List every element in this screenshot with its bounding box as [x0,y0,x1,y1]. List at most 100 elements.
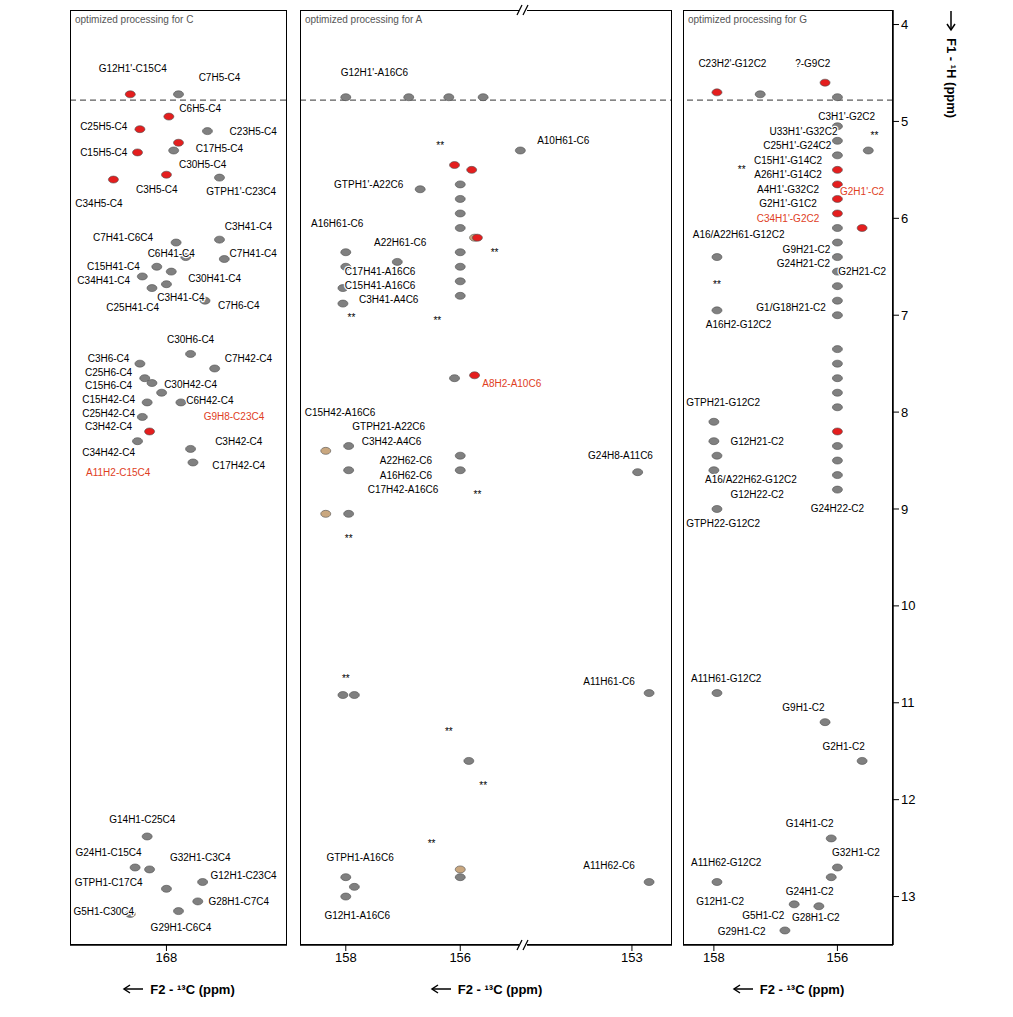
svg-text:C15H6-C4: C15H6-C4 [85,380,133,391]
svg-text:11: 11 [901,695,915,710]
svg-text:**: ** [871,130,879,141]
svg-text:A11H62-C6: A11H62-C6 [583,860,635,871]
svg-text:A16/A22H62-G12C2: A16/A22H62-G12C2 [705,474,797,485]
svg-text:A16H62-C6: A16H62-C6 [380,470,433,481]
svg-text:G2H1-C2: G2H1-C2 [822,741,865,752]
svg-text:A22H61-C6: A22H61-C6 [374,237,427,248]
svg-text:**: ** [342,673,350,684]
svg-text:G24H21-C2: G24H21-C2 [777,258,831,269]
svg-text:G12H1-C23C4: G12H1-C23C4 [211,870,278,881]
svg-text:G24H1-C2: G24H1-C2 [786,886,834,897]
svg-text:**: ** [738,164,746,175]
svg-text:C3H1'-G2C2: C3H1'-G2C2 [818,111,875,122]
svg-text:**: ** [474,489,482,500]
svg-text:**: ** [479,780,487,791]
svg-text:C25H1'-G24C2: C25H1'-G24C2 [763,140,831,151]
svg-text:C3H41-C4: C3H41-C4 [225,221,273,232]
svg-text:G5H1-C2: G5H1-C2 [742,910,785,921]
svg-text:168: 168 [156,950,178,965]
svg-text:A16H61-C6: A16H61-C6 [311,218,364,229]
svg-text:10: 10 [901,598,915,613]
svg-text:**: ** [428,838,436,849]
svg-text:C6H5-C4: C6H5-C4 [179,103,221,114]
svg-text:**: ** [345,533,353,544]
svg-text:C34H1'-G2C2: C34H1'-G2C2 [757,213,820,224]
svg-text:C7H6-C4: C7H6-C4 [218,300,260,311]
svg-text:A11H61-C6: A11H61-C6 [583,676,635,687]
svg-text:A22H62-C6: A22H62-C6 [380,455,433,466]
svg-text:G12H21-C2: G12H21-C2 [730,436,784,447]
svg-text:8: 8 [901,405,908,420]
svg-text:C3H42-C4: C3H42-C4 [215,436,263,447]
svg-text:A10H61-C6: A10H61-C6 [537,135,590,146]
svg-text:G2H21-C2: G2H21-C2 [838,266,886,277]
svg-text:G12H1-A16C6: G12H1-A16C6 [324,910,390,921]
svg-text:7: 7 [901,308,908,323]
svg-text:C3H42-A4C6: C3H42-A4C6 [362,436,422,447]
svg-text:156: 156 [827,950,849,965]
svg-text:G29H1-C2: G29H1-C2 [718,926,766,937]
svg-text:**: ** [436,140,444,151]
svg-text:C25H5-C4: C25H5-C4 [80,121,128,132]
svg-text:**: ** [433,315,441,326]
svg-text:G14H1-C25C4: G14H1-C25C4 [109,814,176,825]
svg-text:C3H5-C4: C3H5-C4 [136,184,178,195]
svg-text:C15H41-C4: C15H41-C4 [87,261,140,272]
svg-text:A11H62-G12C2: A11H62-G12C2 [691,857,762,868]
svg-text:C25H42-C4: C25H42-C4 [82,408,135,419]
svg-text:C3H41-C4: C3H41-C4 [157,292,205,303]
svg-text:G12H1'-C15C4: G12H1'-C15C4 [99,63,167,74]
svg-text:156: 156 [449,950,471,965]
svg-text:?-G9C2: ?-G9C2 [795,58,830,69]
svg-text:G24H1-C15C4: G24H1-C15C4 [75,847,142,858]
svg-text:G24H8-A11C6: G24H8-A11C6 [588,450,653,461]
svg-text:GTPH22-G12C2: GTPH22-G12C2 [686,518,760,529]
svg-text:C15H1'-G14C2: C15H1'-G14C2 [754,155,822,166]
svg-text:G28H1-C7C4: G28H1-C7C4 [208,896,269,907]
svg-text:GTPH1-A16C6: GTPH1-A16C6 [326,852,394,863]
svg-text:C25H6-C4: C25H6-C4 [85,367,133,378]
svg-text:C17H41-A16C6: C17H41-A16C6 [345,266,416,277]
svg-text:12: 12 [901,792,915,807]
svg-text:C34H42-C4: C34H42-C4 [82,447,135,458]
svg-text:13: 13 [901,889,915,904]
svg-text:G24H22-C2: G24H22-C2 [811,503,865,514]
svg-text:GTPH1'-A22C6: GTPH1'-A22C6 [334,179,404,190]
svg-text:G29H1-C6C4: G29H1-C6C4 [151,922,212,933]
svg-text:C30H42-C4: C30H42-C4 [164,379,217,390]
svg-text:GTPH1'-C23C4: GTPH1'-C23C4 [206,186,276,197]
svg-text:C30H6-C4: C30H6-C4 [167,334,215,345]
svg-text:C6H41-C4: C6H41-C4 [148,248,196,259]
svg-text:C7H42-C4: C7H42-C4 [225,353,273,364]
svg-text:G12H1'-A16C6: G12H1'-A16C6 [341,67,409,78]
svg-text:C17H42-C4: C17H42-C4 [212,460,265,471]
svg-text:C3H42-C4: C3H42-C4 [85,421,133,432]
svg-text:U33H1'-G32C2: U33H1'-G32C2 [769,126,837,137]
svg-text:C6H42-C4: C6H42-C4 [186,395,234,406]
svg-text:158: 158 [703,950,725,965]
svg-text:G9H8-C23C4: G9H8-C23C4 [204,411,265,422]
svg-text:A11H61-G12C2: A11H61-G12C2 [691,673,762,684]
svg-text:GTPH21-A22C6: GTPH21-A22C6 [352,421,425,432]
svg-text:**: ** [348,312,356,323]
svg-text:4: 4 [901,17,908,32]
svg-text:G9H1-C2: G9H1-C2 [782,702,825,713]
svg-text:6: 6 [901,211,908,226]
svg-text:C7H41-C6C4: C7H41-C6C4 [93,232,153,243]
svg-text:G2H1'-G1C2: G2H1'-G1C2 [759,198,817,209]
svg-text:**: ** [445,726,453,737]
svg-text:GTPH1-C17C4: GTPH1-C17C4 [75,877,143,888]
svg-text:G14H1-C2: G14H1-C2 [786,818,834,829]
svg-text:C3H6-C4: C3H6-C4 [88,353,130,364]
svg-text:A8H2-A10C6: A8H2-A10C6 [482,378,541,389]
svg-text:G5H1-C30C4: G5H1-C30C4 [73,906,134,917]
svg-text:C17H42-A16C6: C17H42-A16C6 [368,484,439,495]
svg-text:C34H41-C4: C34H41-C4 [77,275,130,286]
svg-text:C7H41-C4: C7H41-C4 [230,248,278,259]
svg-text:A4H1'-G32C2: A4H1'-G32C2 [757,184,819,195]
svg-text:C23H5-C4: C23H5-C4 [230,126,278,137]
svg-text:5: 5 [901,114,908,129]
svg-text:C34H5-C4: C34H5-C4 [75,198,123,209]
svg-text:A16/A22H61-G12C2: A16/A22H61-G12C2 [693,229,785,240]
svg-text:C15H41-A16C6: C15H41-A16C6 [345,280,416,291]
